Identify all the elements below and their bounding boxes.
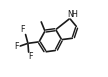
Text: H: H <box>71 10 77 19</box>
Text: N: N <box>67 10 73 19</box>
Text: F: F <box>14 42 18 51</box>
Text: F: F <box>28 52 32 61</box>
Text: F: F <box>20 25 25 34</box>
